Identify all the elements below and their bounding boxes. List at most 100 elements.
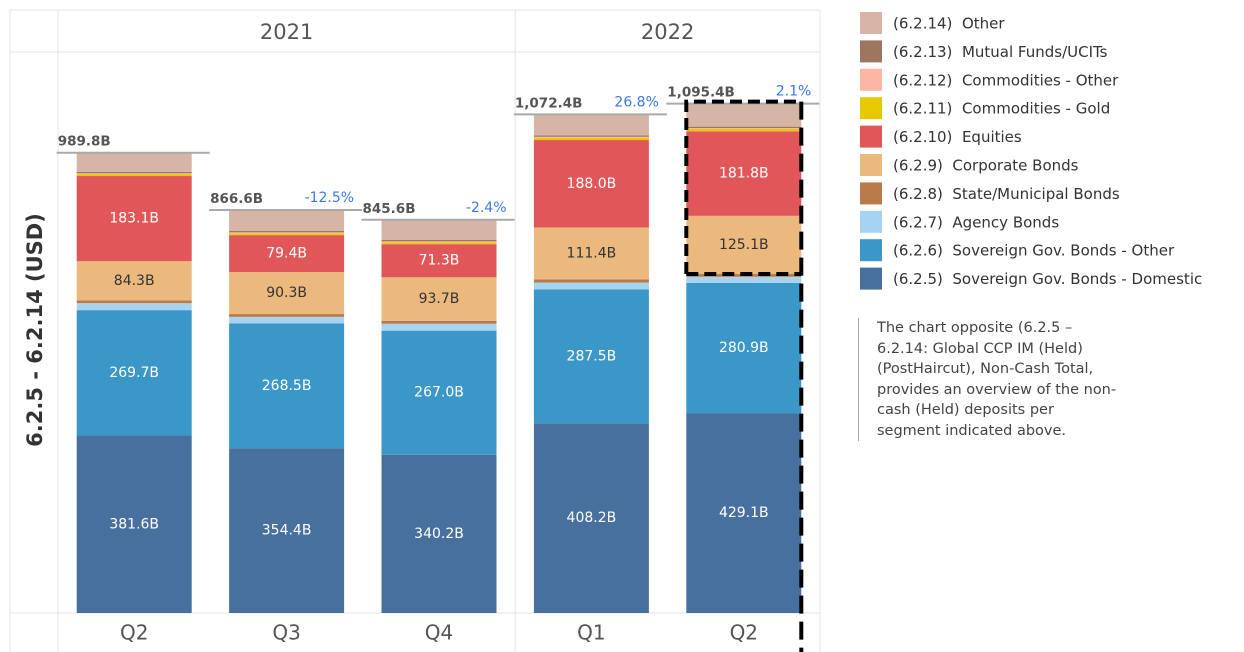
change-label: -12.5% bbox=[305, 190, 355, 206]
bar-segment bbox=[381, 241, 497, 243]
bar-segment bbox=[76, 435, 192, 613]
bar-segment bbox=[533, 423, 649, 613]
value-label: 354.4B bbox=[262, 523, 312, 539]
bar-segment bbox=[686, 276, 802, 283]
x-tick-label: Q2 bbox=[730, 621, 758, 645]
bar-segment bbox=[76, 303, 192, 311]
bar-segment bbox=[76, 171, 192, 174]
bar-segment bbox=[533, 279, 649, 283]
bar-segment bbox=[229, 272, 345, 315]
bar-segment bbox=[533, 136, 649, 138]
bar-segment bbox=[76, 261, 192, 301]
bar-segment bbox=[686, 126, 802, 129]
total-label: 866.6B bbox=[210, 191, 263, 207]
legend-swatch bbox=[860, 12, 882, 34]
bar-segment bbox=[686, 215, 802, 275]
legend-label: (6.2.6) Sovereign Gov. Bonds - Other bbox=[893, 242, 1175, 260]
bar-segment bbox=[229, 235, 345, 273]
value-label: 429.1B bbox=[719, 505, 769, 521]
value-label: 287.5B bbox=[567, 348, 617, 364]
total-label: 1,095.4B bbox=[667, 85, 735, 101]
bar-segment bbox=[381, 219, 497, 240]
legend-label: (6.2.10) Equities bbox=[893, 128, 1022, 146]
value-label: 90.3B bbox=[266, 285, 307, 301]
legend-label: (6.2.9) Corporate Bonds bbox=[893, 157, 1079, 175]
bar-segment bbox=[229, 233, 345, 236]
frame bbox=[9, 9, 821, 652]
value-label: 408.2B bbox=[567, 510, 617, 526]
bar-segment bbox=[76, 174, 192, 177]
bar-segment bbox=[686, 128, 802, 129]
bar-segment bbox=[229, 314, 345, 317]
value-label: 280.9B bbox=[719, 340, 769, 356]
bar-segment bbox=[229, 230, 345, 233]
value-label: 125.1B bbox=[719, 237, 769, 253]
legend-swatch bbox=[860, 97, 882, 120]
year-label: 2022 bbox=[641, 20, 694, 44]
bar-segment bbox=[76, 152, 192, 172]
legend-label: (6.2.14) Other bbox=[893, 15, 1005, 33]
bar-segment bbox=[76, 176, 192, 262]
change-label: 26.8% bbox=[614, 94, 658, 110]
legend-swatch bbox=[860, 182, 882, 205]
annotation: The chart opposite (6.2.5 – 6.2.14: Glob… bbox=[858, 318, 1117, 441]
year-label: 2021 bbox=[260, 20, 313, 44]
value-label: 79.4B bbox=[266, 246, 307, 262]
legend-label: (6.2.5) Sovereign Gov. Bonds - Domestic bbox=[893, 270, 1202, 288]
bar-segment bbox=[381, 239, 497, 242]
bar-segment bbox=[76, 300, 192, 304]
bar-segment bbox=[381, 320, 497, 324]
total-label: 989.8B bbox=[58, 134, 111, 150]
legend-swatch bbox=[860, 68, 882, 91]
bar-segment bbox=[533, 135, 649, 137]
bar-segment bbox=[686, 282, 802, 414]
value-label: 188.0B bbox=[567, 176, 617, 192]
legend-label: (6.2.8) State/Municipal Bonds bbox=[893, 185, 1120, 203]
bar-segment bbox=[533, 137, 649, 141]
bar-segment bbox=[533, 282, 649, 290]
total-label: 1,072.4B bbox=[515, 95, 583, 111]
legend-label: (6.2.13) Mutual Funds/UCITs bbox=[893, 43, 1108, 61]
bar-segment bbox=[381, 323, 497, 331]
bar-segment bbox=[533, 289, 649, 424]
legend-swatch bbox=[860, 210, 882, 233]
x-tick-label: Q1 bbox=[577, 621, 605, 645]
total-label: 845.6B bbox=[363, 201, 416, 217]
bar-segment bbox=[686, 131, 802, 216]
value-label: 340.2B bbox=[414, 526, 464, 542]
bar-segment bbox=[229, 323, 345, 449]
y-axis-label: 6.2.5 - 6.2.14 (USD) bbox=[23, 213, 47, 447]
value-label: 84.3B bbox=[114, 273, 155, 289]
value-label: 381.6B bbox=[109, 516, 159, 532]
bar-segment bbox=[533, 140, 649, 228]
legend-swatch bbox=[860, 239, 882, 262]
x-tick-label: Q2 bbox=[120, 621, 148, 645]
value-label: 267.0B bbox=[414, 385, 464, 401]
legend-label: (6.2.12) Commodities - Other bbox=[893, 71, 1119, 89]
legend-swatch bbox=[860, 125, 882, 148]
bar-segment bbox=[686, 413, 802, 613]
highlight-box bbox=[684, 99, 802, 275]
change-label: -2.4% bbox=[466, 200, 507, 216]
legend-label: (6.2.7) Agency Bonds bbox=[893, 213, 1059, 231]
bar-segment bbox=[229, 316, 345, 324]
bar-segment bbox=[686, 128, 802, 132]
legend-swatch bbox=[860, 267, 882, 290]
bar-segment bbox=[76, 310, 192, 436]
bar-segment bbox=[381, 454, 497, 613]
change-label: 2.1% bbox=[776, 84, 812, 100]
x-tick-label: Q3 bbox=[272, 621, 300, 645]
bar-segment bbox=[533, 227, 649, 280]
value-label: 183.1B bbox=[109, 211, 159, 227]
legend-label: (6.2.11) Commodities - Gold bbox=[893, 100, 1110, 118]
legend-swatch bbox=[860, 154, 882, 176]
bar-segment bbox=[76, 173, 192, 175]
legend-swatch bbox=[860, 40, 882, 63]
bar-segment bbox=[381, 277, 497, 321]
bar-segment bbox=[533, 114, 649, 136]
value-label: 268.5B bbox=[262, 378, 312, 394]
value-label: 111.4B bbox=[567, 245, 617, 261]
value-label: 93.7B bbox=[419, 291, 460, 307]
